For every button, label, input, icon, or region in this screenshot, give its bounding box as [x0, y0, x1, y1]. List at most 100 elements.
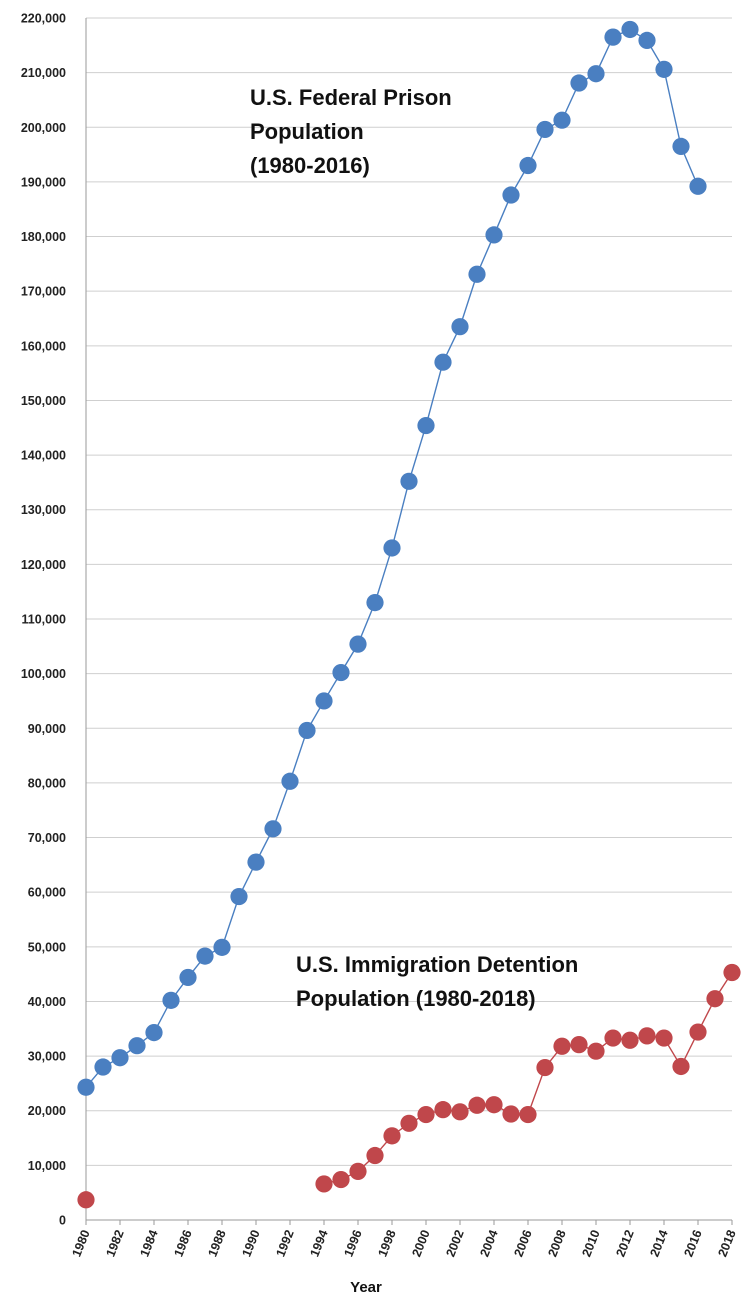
x-tick-label: 2006	[511, 1228, 534, 1259]
data-point	[298, 721, 316, 740]
series-line	[85, 28, 699, 1088]
prison-annotation-line-2: Population	[250, 119, 364, 144]
data-point	[230, 887, 248, 906]
data-point	[519, 156, 537, 175]
data-point	[179, 968, 197, 987]
data-point	[196, 947, 214, 965]
data-point	[468, 1096, 486, 1114]
y-tick-label: 210,000	[21, 66, 66, 80]
y-tick-label: 20,000	[28, 1104, 66, 1118]
data-point	[553, 1037, 571, 1055]
x-axis-label: Year	[350, 1279, 382, 1296]
series-0	[77, 20, 707, 1096]
data-point	[111, 1049, 129, 1067]
data-point	[383, 1127, 401, 1145]
y-tick-label: 110,000	[22, 613, 67, 627]
data-point	[213, 938, 231, 956]
data-point	[332, 663, 350, 682]
data-point	[553, 111, 571, 129]
data-point	[468, 265, 486, 283]
data-point	[349, 635, 367, 653]
x-tick-label: 1992	[273, 1228, 296, 1259]
data-point	[315, 1175, 333, 1193]
y-tick-label: 190,000	[21, 175, 66, 189]
data-point	[655, 1029, 673, 1047]
data-point	[349, 1162, 367, 1180]
data-point	[145, 1023, 163, 1042]
y-tick-label: 100,000	[21, 667, 66, 681]
y-tick-label: 30,000	[28, 1050, 66, 1064]
gridlines	[86, 17, 732, 1166]
x-tick-label: 1980	[69, 1228, 92, 1259]
x-tick-labels: 1980 1982 1984 1986 1988 1990 1992 1994 1996 1998…	[69, 1220, 739, 1259]
x-tick-label: 1984	[137, 1228, 160, 1259]
data-point	[315, 692, 333, 710]
data-point	[417, 1105, 435, 1124]
y-tick-label: 80,000	[28, 776, 66, 790]
y-tick-label: 10,000	[28, 1159, 66, 1173]
data-point	[434, 353, 452, 371]
series-1	[77, 963, 741, 1209]
data-point	[672, 1057, 690, 1076]
detention-annotation-line-1: U.S. Immigration Detention	[296, 952, 578, 977]
data-point	[570, 74, 588, 92]
data-point	[604, 28, 622, 46]
y-tick-label: 120,000	[21, 558, 66, 572]
data-point	[128, 1037, 146, 1055]
data-point	[485, 1096, 503, 1114]
data-point	[281, 772, 299, 790]
x-tick-label: 1982	[103, 1228, 126, 1259]
data-point	[689, 1023, 707, 1041]
data-point	[655, 60, 673, 78]
series	[77, 20, 741, 1209]
prison-annotation-line-1: U.S. Federal Prison	[250, 85, 452, 110]
x-tick-label: 2002	[443, 1228, 466, 1259]
prison-annotation-line-3: (1980-2016)	[250, 153, 370, 178]
data-point	[502, 1105, 520, 1123]
data-point	[587, 65, 605, 83]
data-point	[366, 594, 384, 612]
x-tick-label: 2004	[477, 1228, 500, 1259]
y-tick-label: 150,000	[21, 394, 66, 408]
data-point	[536, 120, 554, 139]
data-point	[451, 318, 469, 336]
x-tick-label: 2000	[409, 1228, 432, 1259]
data-point	[417, 416, 435, 435]
data-point	[434, 1101, 452, 1119]
y-tick-labels: 0 10,000 20,000 30,000 40,000 50,000 60,000 70,…	[21, 12, 66, 1228]
data-point	[77, 1191, 95, 1209]
data-point	[366, 1146, 384, 1165]
x-tick-label: 2012	[613, 1228, 636, 1259]
data-point	[587, 1042, 605, 1060]
data-point	[400, 1114, 418, 1132]
data-point	[485, 226, 503, 244]
data-point	[638, 1027, 656, 1045]
y-tick-label: 90,000	[28, 722, 66, 736]
y-tick-label: 170,000	[21, 285, 66, 299]
x-tick-label: 2008	[545, 1228, 568, 1259]
y-tick-label: 0	[59, 1214, 66, 1228]
x-tick-label: 1996	[341, 1228, 364, 1259]
data-point	[621, 1031, 639, 1049]
axes	[85, 18, 732, 1221]
data-point	[400, 472, 418, 490]
data-point	[451, 1103, 469, 1121]
data-point	[519, 1105, 537, 1124]
y-tick-label: 60,000	[28, 886, 66, 900]
y-tick-label: 40,000	[28, 995, 66, 1009]
y-tick-label: 160,000	[21, 339, 66, 353]
data-point	[621, 20, 639, 39]
data-point	[689, 177, 707, 195]
data-point	[723, 963, 741, 982]
x-tick-label: 1994	[307, 1228, 330, 1259]
x-tick-label: 2016	[681, 1228, 704, 1259]
x-tick-label: 2014	[647, 1228, 670, 1259]
data-point	[77, 1078, 95, 1096]
y-tick-label: 140,000	[21, 449, 66, 463]
data-point	[502, 186, 520, 204]
data-point	[638, 31, 656, 50]
data-point	[706, 990, 724, 1008]
x-tick-label: 1988	[205, 1228, 228, 1259]
x-tick-label: 1986	[171, 1228, 194, 1259]
